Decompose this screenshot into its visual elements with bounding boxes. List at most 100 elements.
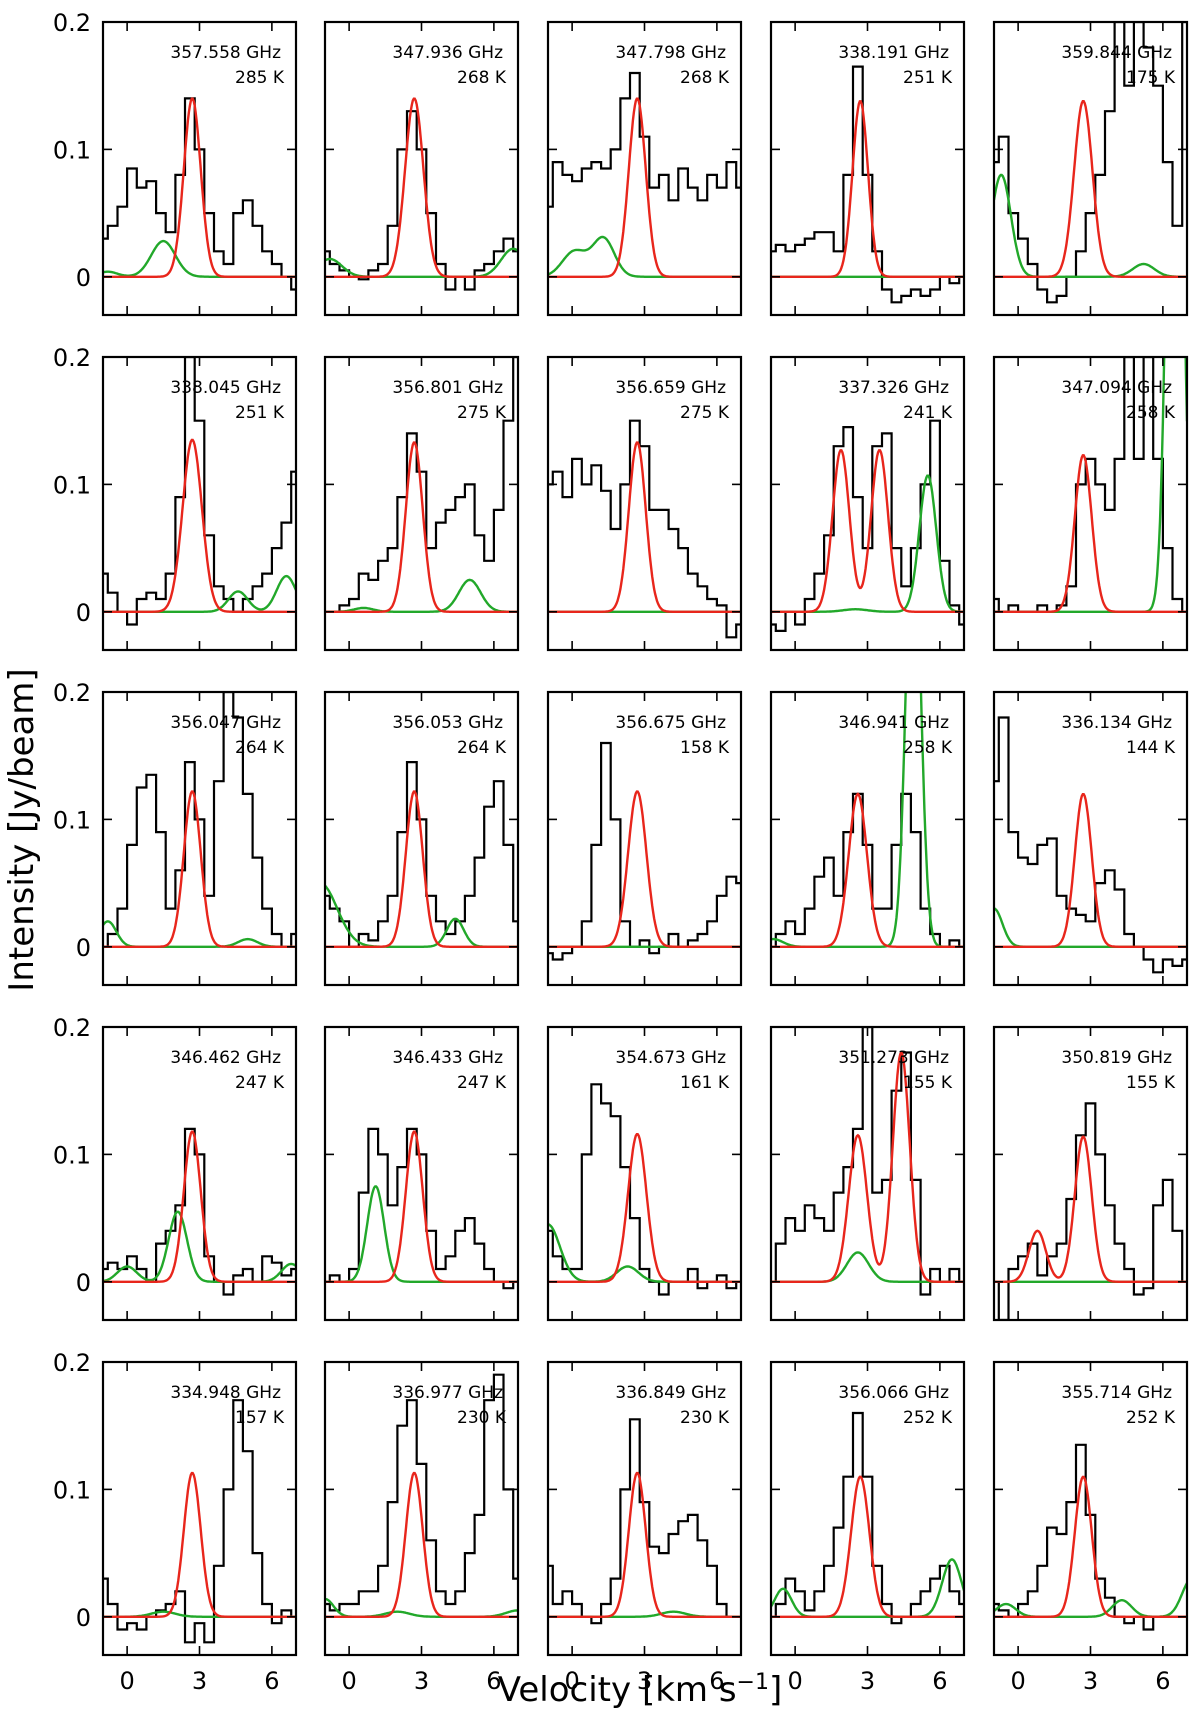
spectrum-panel: 337.326 GHz 241 K <box>769 355 966 652</box>
y-tick-label: 0 <box>76 934 91 962</box>
other-species-model-line <box>994 357 1187 613</box>
temperature-label: 252 K <box>903 1408 953 1428</box>
other-species-model-line <box>325 884 518 948</box>
observed-spectrum-line <box>771 419 964 632</box>
other-species-model-line <box>994 907 1187 948</box>
temperature-label: 251 K <box>235 403 285 423</box>
observed-spectrum-line <box>103 692 296 948</box>
x-tick-label: 0 <box>564 1667 579 1695</box>
spectrum-panel: 356.675 GHz 158 K <box>546 690 743 987</box>
observed-spectrum-line <box>548 1083 741 1296</box>
other-species-model-line <box>103 574 296 613</box>
frequency-label: 337.326 GHz <box>838 378 949 398</box>
observed-spectrum-line <box>548 71 741 208</box>
fitted-model-line <box>994 454 1187 613</box>
temperature-label: 252 K <box>1126 1408 1176 1428</box>
spectrum-panel: 336.134 GHz 144 K <box>992 690 1189 987</box>
y-tick-label: 0.2 <box>53 9 91 37</box>
observed-spectrum-line <box>325 761 518 948</box>
other-species-model-line <box>994 173 1187 278</box>
x-tick-label: 3 <box>860 1667 875 1695</box>
y-tick-label: 0.1 <box>53 1141 91 1169</box>
y-tick-label: 0.2 <box>53 344 91 372</box>
y-tick-label: 0 <box>76 1604 91 1632</box>
temperature-label: 158 K <box>680 738 730 758</box>
frequency-label: 359.844 GHz <box>1061 43 1172 63</box>
x-tick-label: 3 <box>192 1667 207 1695</box>
fitted-model-line <box>771 100 964 278</box>
x-tick-label: 6 <box>264 1667 279 1695</box>
temperature-label: 268 K <box>680 68 730 88</box>
other-species-model-line <box>325 578 518 613</box>
x-axis-label-text: Velocity [km s <box>497 1670 737 1711</box>
frequency-label: 336.134 GHz <box>1061 713 1172 733</box>
fitted-model-line <box>325 790 518 948</box>
fitted-model-line <box>103 790 296 948</box>
spectrum-panel: 0 3 6 356.066 GHz 252 K <box>769 1360 966 1695</box>
y-tick-label: 0.1 <box>53 806 91 834</box>
spectrum-panel: 0 3 6 336.977 GHz 230 K <box>323 1360 520 1695</box>
frequency-label: 336.849 GHz <box>615 1383 726 1403</box>
panel-plot-area <box>325 97 518 291</box>
frequency-label: 355.714 GHz <box>1061 1383 1172 1403</box>
panel-frame <box>769 1025 966 1322</box>
frequency-label: 356.066 GHz <box>838 1383 949 1403</box>
x-tick-label: 0 <box>341 1667 356 1695</box>
frequency-label: 334.948 GHz <box>170 1383 281 1403</box>
other-species-model-line <box>325 1597 518 1619</box>
spectrum-panel: 0 0.1 0.2 338.045 GHz 251 K <box>53 344 298 652</box>
panel-plot-area <box>994 1102 1187 1320</box>
frequency-label: 356.659 GHz <box>615 378 726 398</box>
y-tick-label: 0 <box>76 1269 91 1297</box>
other-species-model-line <box>325 1185 518 1283</box>
frequency-label: 347.936 GHz <box>392 43 503 63</box>
fitted-model-line <box>548 1133 741 1283</box>
x-axis-label-close: ] <box>768 1670 783 1711</box>
observed-spectrum-line <box>994 1443 1187 1631</box>
other-species-model-line <box>325 247 518 278</box>
panel-plot-area <box>548 419 741 639</box>
fitted-model-line <box>325 441 518 613</box>
spectrum-panel: 356.801 GHz 275 K <box>323 355 520 652</box>
observed-spectrum-line <box>994 1102 1187 1320</box>
x-tick-label: 6 <box>486 1667 501 1695</box>
fitted-model-line <box>771 1050 964 1283</box>
other-species-model-line <box>771 1251 964 1283</box>
panel-plot-area <box>994 22 1187 304</box>
spectrum-panel: 356.659 GHz 275 K <box>546 355 743 652</box>
y-tick-label: 0.2 <box>53 1349 91 1377</box>
temperature-label: 155 K <box>903 1073 953 1093</box>
frequency-label: 356.053 GHz <box>392 713 503 733</box>
x-tick-label: 0 <box>787 1667 802 1695</box>
other-species-model-line <box>994 1582 1187 1618</box>
temperature-label: 144 K <box>1126 738 1176 758</box>
spectrum-panel: 0 0.1 0.2 0 3 6 334.948 GHz 157 K <box>53 1349 298 1695</box>
panel-plot-area <box>325 1127 518 1290</box>
fitted-model-line <box>771 449 964 613</box>
x-tick-label: 3 <box>1083 1667 1098 1695</box>
panel-plot-area <box>103 97 296 291</box>
observed-spectrum-line <box>771 1027 964 1296</box>
panel-plot-area <box>325 357 518 613</box>
frequency-label: 356.047 GHz <box>170 713 281 733</box>
fitted-model-line <box>994 1475 1187 1618</box>
panel-plot-area <box>994 1443 1187 1631</box>
panel-plot-area <box>771 65 964 304</box>
y-axis-label: Intensity [Jy/beam] <box>2 668 42 992</box>
observed-spectrum-line <box>103 1399 296 1644</box>
spectrum-panel: 351.273 GHz 155 K <box>769 1025 966 1322</box>
y-tick-label: 0.1 <box>53 136 91 164</box>
spectrum-panel: 338.191 GHz 251 K <box>769 20 966 317</box>
spectrum-panel: 347.936 GHz 268 K <box>323 20 520 317</box>
panel-plot-area <box>103 1127 296 1296</box>
temperature-label: 258 K <box>903 738 953 758</box>
panel-plot-area <box>771 1027 964 1296</box>
frequency-label: 346.462 GHz <box>170 1048 281 1068</box>
fitted-model-line <box>548 1471 741 1618</box>
y-tick-label: 0 <box>76 264 91 292</box>
temperature-label: 175 K <box>1126 68 1176 88</box>
fitted-model-line <box>771 792 964 948</box>
fitted-model-line <box>548 97 741 278</box>
spectrum-panel: 359.844 GHz 175 K <box>992 20 1189 317</box>
